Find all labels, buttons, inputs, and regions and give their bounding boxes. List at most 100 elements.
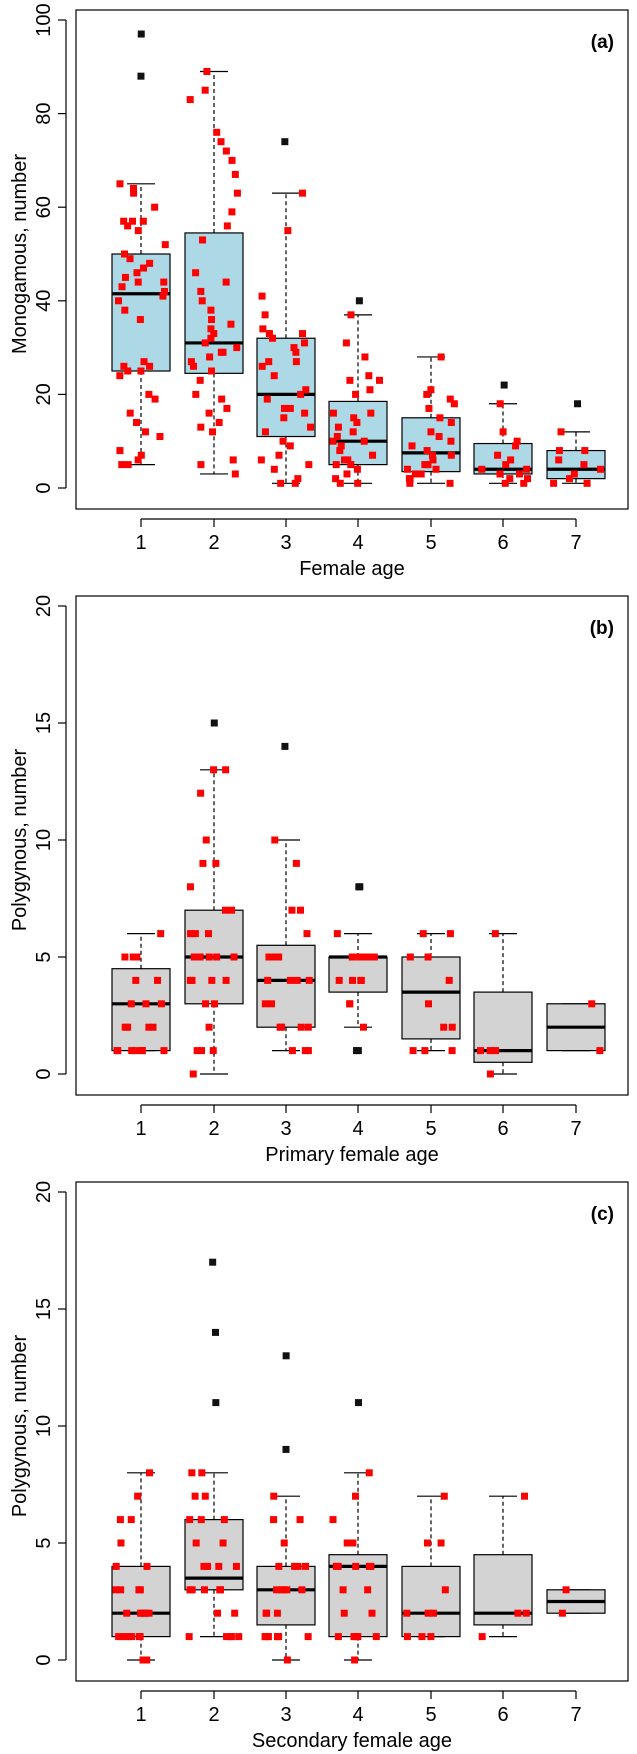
x-tick-label: 2 <box>208 1704 219 1726</box>
data-point <box>292 348 300 356</box>
data-point <box>421 1047 429 1055</box>
data-point <box>185 1633 193 1641</box>
data-point <box>129 217 137 225</box>
data-point <box>121 273 129 281</box>
data-point <box>186 96 194 104</box>
data-point <box>424 1000 432 1008</box>
data-point <box>278 1023 286 1031</box>
data-point <box>114 1047 122 1055</box>
data-point <box>214 1609 222 1617</box>
data-point <box>349 1539 357 1547</box>
data-point <box>555 456 563 464</box>
data-point <box>507 456 515 464</box>
data-point <box>217 348 225 356</box>
data-point <box>361 353 369 361</box>
data-point <box>558 1609 566 1617</box>
data-point <box>446 395 454 403</box>
data-point <box>186 883 194 891</box>
x-axis: 1 2 3 4 5 6 7 <box>135 1104 582 1140</box>
plot-frame <box>75 9 629 510</box>
data-point <box>409 1047 417 1055</box>
box-group-age-7 <box>546 400 606 487</box>
data-point <box>437 353 445 361</box>
x-tick-label: 4 <box>352 1704 363 1726</box>
data-point <box>200 1562 208 1570</box>
data-point <box>258 362 266 370</box>
data-point <box>208 976 216 984</box>
data-point <box>265 358 273 366</box>
data-point <box>436 414 444 422</box>
data-point <box>124 461 132 469</box>
data-point <box>131 1047 139 1055</box>
data-point <box>293 976 301 984</box>
data-point <box>124 1023 132 1031</box>
data-point <box>298 1586 306 1594</box>
data-point <box>403 465 411 473</box>
data-point <box>486 1070 494 1078</box>
data-point <box>580 461 588 469</box>
data-point <box>136 316 144 324</box>
chart-panel-3: 0 5 10 15 20 Polygynous, number 1 2 3 4 5 6 7 Seconda… <box>9 1181 629 1752</box>
data-point <box>583 479 591 487</box>
x-axis-label: Female age <box>299 558 405 580</box>
data-point <box>271 836 279 844</box>
data-point <box>231 1609 239 1617</box>
y-tick-label: 20 <box>33 383 55 405</box>
data-point <box>350 414 358 422</box>
data-point <box>332 461 340 469</box>
y-tick-label: 10 <box>33 829 55 851</box>
box-iqr <box>184 232 244 374</box>
data-point <box>188 1469 196 1477</box>
data-point <box>192 1539 200 1547</box>
data-point <box>432 465 440 473</box>
data-point <box>515 470 523 478</box>
x-tick-label: 4 <box>352 532 363 554</box>
data-point <box>429 1609 437 1617</box>
data-point <box>116 180 124 188</box>
data-point <box>304 1633 312 1641</box>
data-point <box>120 1633 128 1641</box>
data-point <box>303 930 311 938</box>
data-point <box>136 1633 144 1641</box>
data-point <box>352 1562 360 1570</box>
data-point <box>192 390 200 398</box>
outlier-point <box>282 1445 290 1453</box>
data-point <box>270 1492 278 1500</box>
data-point <box>288 906 296 914</box>
data-point <box>121 306 129 314</box>
data-point <box>343 1539 351 1547</box>
data-point <box>406 953 414 961</box>
data-point <box>120 362 128 370</box>
data-point <box>270 465 278 473</box>
box-group-age-4 <box>328 297 388 487</box>
data-point <box>197 1516 205 1524</box>
data-point <box>192 269 200 277</box>
data-point <box>423 447 431 455</box>
data-point <box>292 358 300 366</box>
data-point <box>223 404 231 412</box>
y-tick-label: 100 <box>33 3 55 36</box>
data-point <box>346 1000 354 1008</box>
data-point <box>139 217 147 225</box>
y-tick-label: 0 <box>33 482 55 493</box>
data-point <box>366 953 374 961</box>
data-point <box>300 339 308 347</box>
data-point <box>334 1633 342 1641</box>
box-group-age-5 <box>401 1492 461 1641</box>
data-point <box>231 170 239 178</box>
data-point <box>118 461 126 469</box>
data-point <box>565 475 573 483</box>
box-group-age-6 <box>473 381 533 487</box>
data-point <box>369 451 377 459</box>
box-iqr <box>111 968 171 1052</box>
data-point <box>286 404 294 412</box>
data-point <box>304 1047 312 1055</box>
data-point <box>368 1609 376 1617</box>
outlier-point <box>209 1258 217 1266</box>
data-point <box>196 376 204 384</box>
y-tick-label: 15 <box>33 1298 55 1320</box>
data-point <box>448 1047 456 1055</box>
outlier-point <box>500 381 508 389</box>
outlier-point <box>212 1399 220 1407</box>
y-axis-label: Polygynous, number <box>9 1335 31 1518</box>
